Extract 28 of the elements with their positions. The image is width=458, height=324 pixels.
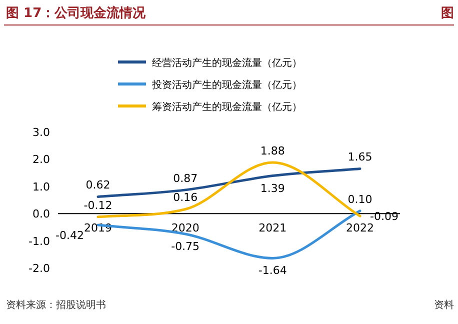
data-label: 0.10 <box>348 192 372 206</box>
y-tick-label: 0.0 <box>32 208 50 221</box>
text: 资料来源：招股说明书 <box>6 299 106 311</box>
data-label: -1.64 <box>258 264 287 278</box>
y-tick-label: 2.0 <box>32 153 50 166</box>
data-label: -0.42 <box>56 229 84 242</box>
data-label: -0.12 <box>84 198 112 212</box>
data-label: 0.62 <box>86 178 110 192</box>
text: 资料 <box>434 299 454 311</box>
text: 图 <box>441 6 454 21</box>
y-tick-label: 1.0 <box>32 180 50 194</box>
data-label: -0.75 <box>171 240 200 253</box>
data-label: 0.16 <box>173 191 198 204</box>
x-tick-label: 2022 <box>346 222 374 235</box>
data-label: -0.09 <box>370 210 398 224</box>
y-tick-label: -1.0 <box>28 234 50 248</box>
chart-title: 图 17：公司现金流情况 <box>6 5 147 21</box>
x-tick-label: 2021 <box>258 222 287 235</box>
data-label: 0.87 <box>173 172 198 185</box>
y-tick-label: -2.0 <box>28 262 50 275</box>
legend-label: 经营活动产生的现金流量（亿元） <box>152 57 302 69</box>
data-label: 1.88 <box>260 144 285 158</box>
legend-label: 投资活动产生的现金流量（亿元） <box>151 79 302 91</box>
data-label: 1.65 <box>348 150 372 164</box>
y-tick-label: 3.0 <box>32 126 50 139</box>
x-tick-label: 2020 <box>171 222 200 235</box>
legend-label: 筹资活动产生的现金流量（亿元） <box>152 101 302 113</box>
data-label: 1.39 <box>260 182 285 195</box>
